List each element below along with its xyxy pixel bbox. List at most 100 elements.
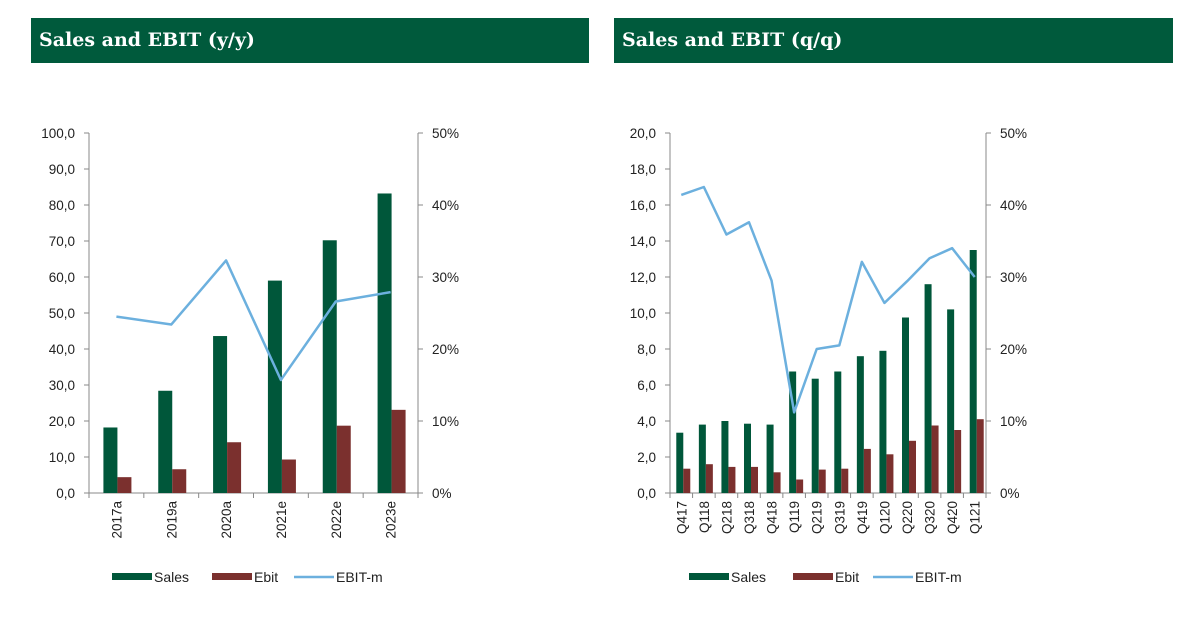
yy-right-tick-label: 50% (432, 126, 459, 141)
qq-bar-sales (676, 432, 684, 493)
yy-bar-ebit (172, 469, 187, 493)
yy-x-tick-label: 2017a (109, 501, 124, 539)
qq-bar-ebit (818, 469, 826, 493)
yy-legend-label: Ebit (254, 569, 278, 585)
qq-right-tick-label: 0% (1000, 486, 1020, 501)
qq-bar-ebit (931, 425, 939, 493)
qq-x-tick-label: Q420 (945, 501, 960, 534)
qq-bar-ebit (728, 466, 736, 493)
qq-bar-sales (698, 424, 706, 493)
qq-bar-sales (811, 378, 819, 493)
qq-bar-ebit (954, 430, 962, 493)
yy-legend-swatch-ebit (212, 573, 252, 580)
qq-left-tick-label: 14,0 (630, 234, 656, 249)
yy-bar-ebit (281, 459, 296, 493)
qq-bar-sales (902, 317, 909, 493)
yy-left-tick-label: 50,0 (49, 306, 75, 321)
qq-bar-sales (947, 309, 955, 493)
yy-left-tick-label: 90,0 (49, 162, 75, 177)
qq-x-tick-label: Q318 (742, 501, 757, 534)
qq-bar-sales (924, 284, 932, 493)
qq-bar-ebit (886, 454, 894, 493)
qq-bar-sales (789, 371, 797, 493)
yy-left-tick-label: 100,0 (41, 126, 75, 141)
qq-legend-label: Sales (731, 569, 766, 585)
yy-bar-sales (103, 427, 118, 493)
qq-x-tick-label: Q121 (968, 501, 983, 534)
qq-bar-sales (969, 250, 977, 493)
yy-x-tick-label: 2019a (164, 501, 179, 539)
qq-bar-sales (879, 350, 887, 493)
qq-x-tick-label: Q218 (719, 501, 734, 534)
yy-bar-ebit (391, 409, 406, 493)
qq-bar-sales (766, 424, 774, 493)
qq-right-tick-label: 40% (1000, 198, 1027, 213)
qq-left-tick-label: 20,0 (630, 126, 656, 141)
qq-bar-ebit (683, 468, 691, 493)
qq-left-tick-label: 10,0 (630, 306, 656, 321)
qq-bar-sales (744, 423, 751, 493)
qq-x-tick-label: Q417 (674, 501, 689, 534)
qq-bar-ebit (796, 479, 804, 493)
yy-bar-ebit (117, 477, 132, 493)
qq-bar-sales (856, 356, 864, 493)
yy-left-tick-label: 0,0 (56, 486, 75, 501)
qq-x-tick-label: Q118 (697, 501, 712, 533)
yy-left-tick-label: 40,0 (49, 342, 75, 357)
qq-left-tick-label: 12,0 (630, 270, 656, 285)
qq-x-tick-label: Q419 (855, 501, 870, 534)
qq-bar-ebit (863, 448, 871, 493)
yy-left-tick-label: 80,0 (49, 198, 75, 213)
yy-right-tick-label: 10% (432, 414, 459, 429)
yy-x-tick-label: 2023e (384, 501, 399, 539)
qq-bar-ebit (909, 440, 916, 493)
yy-legend-swatch-sales (112, 573, 152, 580)
yy-bar-sales (267, 280, 282, 493)
qq-bar-ebit (773, 472, 781, 493)
chart-title-left: Sales and EBIT (y/y) (31, 18, 589, 63)
yy-right-tick-label: 20% (432, 342, 459, 357)
yy-right-tick-label: 40% (432, 198, 459, 213)
qq-x-tick-label: Q119 (787, 501, 802, 533)
chart-title-right: Sales and EBIT (q/q) (614, 18, 1173, 63)
qq-left-tick-label: 6,0 (637, 378, 656, 393)
yy-left-tick-label: 10,0 (49, 450, 75, 465)
yy-bar-ebit (227, 442, 242, 493)
yy-bar-ebit (336, 425, 351, 493)
yy-legend-label: EBIT-m (336, 569, 383, 585)
qq-right-tick-label: 50% (1000, 126, 1027, 141)
yy-left-tick-label: 60,0 (49, 270, 75, 285)
qq-x-tick-label: Q220 (900, 501, 915, 534)
yy-bar-sales (377, 193, 392, 494)
qq-right-tick-label: 10% (1000, 414, 1027, 429)
qq-x-tick-label: Q319 (832, 501, 847, 534)
yy-line-ebit-m (116, 259, 391, 382)
qq-line-ebit-m (680, 185, 976, 414)
yy-left-tick-label: 20,0 (49, 414, 75, 429)
qq-left-tick-label: 16,0 (630, 198, 656, 213)
qq-bar-ebit (976, 419, 984, 493)
qq-legend-label: EBIT-m (915, 569, 962, 585)
yy-x-tick-label: 2022e (329, 501, 344, 539)
qq-left-tick-label: 2,0 (637, 450, 656, 465)
qq-bar-sales (834, 371, 842, 493)
qq-bar-ebit (841, 468, 849, 493)
qq-x-tick-label: Q418 (765, 501, 780, 534)
yy-x-tick-label: 2021e (274, 501, 289, 539)
qq-x-tick-label: Q219 (810, 501, 825, 534)
yy-legend-label: Sales (154, 569, 189, 585)
qq-left-tick-label: 18,0 (630, 162, 656, 177)
qq-bar-ebit (705, 464, 713, 493)
yy-left-tick-label: 30,0 (49, 378, 75, 393)
qq-legend-label: Ebit (835, 569, 859, 585)
qq-bar-ebit (751, 466, 758, 493)
qq-right-tick-label: 30% (1000, 270, 1027, 285)
qq-left-tick-label: 8,0 (637, 342, 656, 357)
qq-bar-sales (721, 421, 729, 493)
yy-right-tick-label: 30% (432, 270, 459, 285)
yy-left-tick-label: 70,0 (49, 234, 75, 249)
qq-x-tick-label: Q320 (923, 501, 938, 534)
yy-bar-sales (158, 390, 173, 493)
qq-legend-swatch-sales (689, 573, 729, 580)
